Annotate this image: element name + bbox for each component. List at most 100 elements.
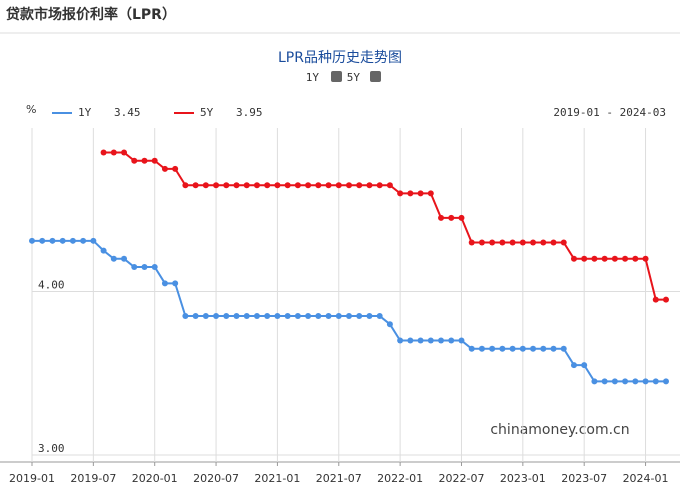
y-tick-label: 4.00 [38, 279, 65, 292]
x-tick-label: 2022-01 [377, 472, 423, 485]
data-point [346, 182, 352, 189]
data-point [202, 313, 209, 320]
data-point [622, 255, 629, 262]
data-point [663, 378, 669, 385]
x-tick-label: 2022-07 [438, 472, 484, 485]
data-point [284, 313, 291, 320]
data-point [601, 255, 608, 262]
data-point [509, 239, 516, 246]
data-point [325, 182, 332, 189]
data-point [376, 313, 383, 320]
data-point [110, 255, 117, 262]
x-tick-label: 2020-01 [132, 472, 178, 485]
data-point [233, 313, 240, 320]
data-point [294, 182, 301, 189]
data-point [315, 182, 322, 189]
data-point [530, 345, 537, 352]
data-point [601, 378, 608, 385]
data-point [560, 345, 567, 352]
data-point [100, 247, 107, 254]
data-point [427, 190, 434, 197]
data-point [110, 149, 117, 156]
data-point [284, 182, 291, 189]
data-point [591, 378, 598, 385]
data-point [591, 255, 598, 262]
data-point [356, 313, 363, 320]
data-point [489, 345, 496, 352]
data-point [192, 313, 199, 320]
data-point [478, 239, 485, 246]
data-point [141, 157, 148, 164]
data-point [376, 182, 383, 189]
data-point [448, 214, 455, 221]
data-point [49, 237, 56, 244]
data-point [274, 182, 281, 189]
y-unit: % [26, 103, 36, 116]
data-point [305, 182, 312, 189]
data-point [366, 313, 373, 320]
data-point [570, 362, 577, 369]
data-point [29, 237, 35, 244]
page-title: 贷款市场报价利率（LPR） [6, 6, 176, 23]
checkbox[interactable] [331, 71, 342, 82]
x-tick-label: 2019-07 [70, 472, 116, 485]
data-point [652, 378, 659, 385]
data-point [59, 237, 66, 244]
data-point [223, 313, 230, 320]
data-point [632, 378, 639, 385]
data-point [570, 255, 577, 262]
data-point [315, 313, 322, 320]
x-tick-label: 2020-07 [193, 472, 239, 485]
legend-label: 1Y [78, 106, 92, 119]
legend-label: 5Y [200, 106, 214, 119]
data-point [223, 182, 230, 189]
data-point [69, 237, 76, 244]
data-point [407, 337, 414, 344]
data-point [151, 157, 158, 164]
data-point [161, 280, 168, 287]
data-point [253, 313, 260, 320]
data-point [274, 313, 281, 320]
data-point [141, 263, 148, 270]
data-point [151, 263, 158, 270]
data-point [519, 239, 526, 246]
x-tick-label: 2024-01 [623, 472, 669, 485]
data-point [264, 182, 271, 189]
data-point [182, 182, 189, 189]
data-point [182, 313, 189, 320]
data-point [509, 345, 516, 352]
data-point [581, 362, 588, 369]
data-point [550, 345, 557, 352]
data-point [294, 313, 301, 320]
data-point [468, 345, 475, 352]
data-point [172, 165, 179, 172]
data-point [121, 149, 128, 156]
data-point [121, 255, 128, 262]
legend-value: 3.95 [236, 106, 263, 119]
data-point [427, 337, 434, 344]
data-point [448, 337, 455, 344]
data-point [530, 239, 537, 246]
data-point [325, 313, 332, 320]
data-point [346, 313, 352, 320]
data-point [540, 239, 547, 246]
chart-title: LPR品种历史走势图 [278, 50, 402, 66]
toggle-label: 1Y [306, 71, 320, 84]
data-point [499, 239, 506, 246]
data-point [652, 296, 659, 303]
data-point [519, 345, 526, 352]
data-point [622, 378, 629, 385]
checkbox[interactable] [370, 71, 381, 82]
data-point [80, 237, 87, 244]
data-point [233, 182, 240, 189]
data-point [131, 157, 138, 164]
data-point [243, 313, 250, 320]
y-tick-label: 3.00 [38, 442, 65, 455]
data-point [663, 296, 669, 303]
data-point [172, 280, 179, 287]
data-point [356, 182, 363, 189]
data-point [540, 345, 547, 352]
data-point [632, 255, 639, 262]
data-point [39, 237, 46, 244]
